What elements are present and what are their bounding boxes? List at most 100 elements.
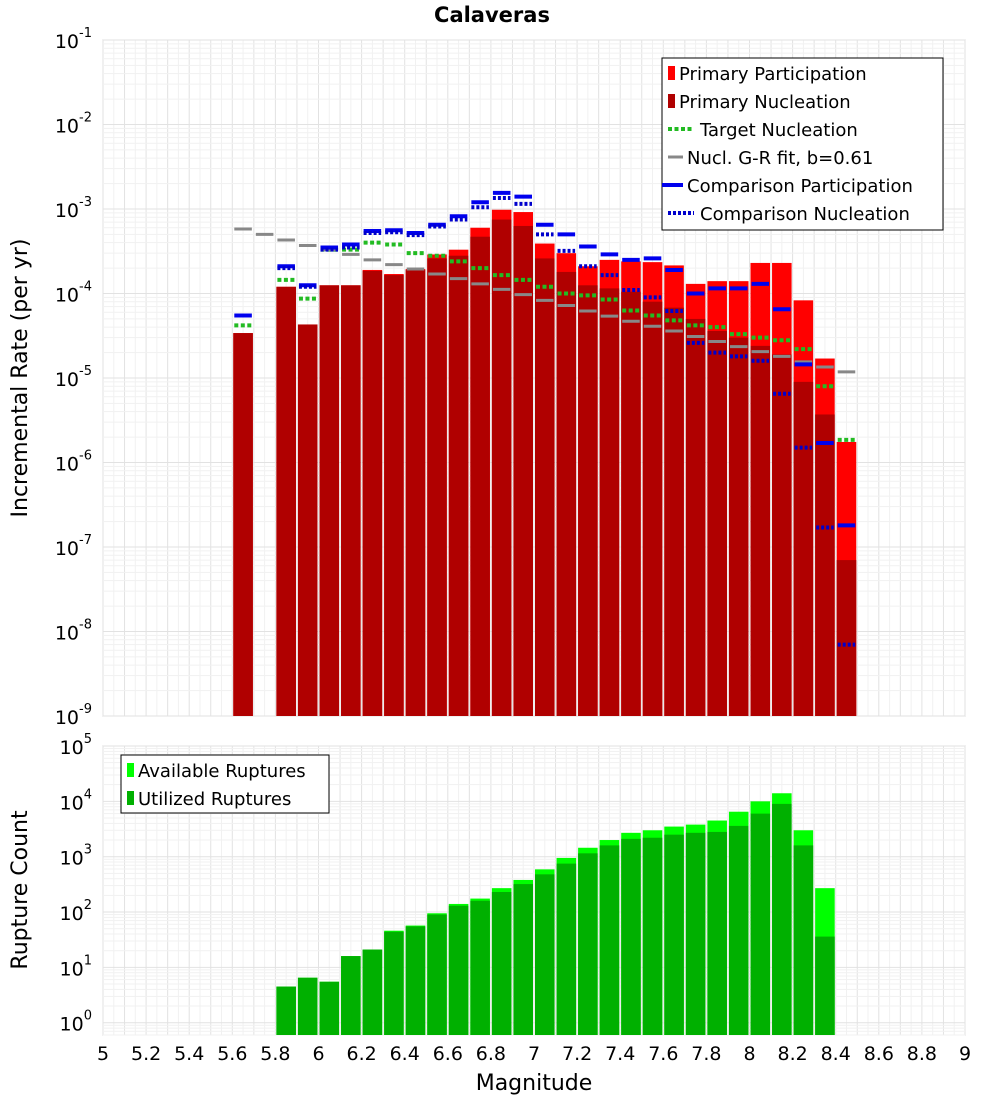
x-tick-label: 7.8 bbox=[691, 1043, 721, 1065]
primary-nucleation-bar bbox=[276, 286, 296, 716]
legend-label-available-ruptures: Available Ruptures bbox=[138, 761, 306, 782]
bottom-legend: Available Ruptures Utilized Ruptures bbox=[120, 754, 330, 814]
primary-nucleation-bar bbox=[448, 255, 469, 716]
utilized-ruptures-bar bbox=[297, 977, 318, 1035]
x-tick-label: 5.8 bbox=[260, 1043, 290, 1065]
bottom-legend-box bbox=[120, 754, 330, 814]
utilized-ruptures-bar bbox=[491, 892, 512, 1035]
legend-swatch-utilized-ruptures bbox=[127, 791, 134, 805]
y-tick-label: 103 bbox=[60, 843, 92, 870]
primary-nucleation-bar bbox=[578, 285, 598, 716]
utilized-ruptures-bar bbox=[772, 803, 792, 1035]
x-tick-label: 6.6 bbox=[433, 1043, 463, 1065]
x-tick-label: 8 bbox=[743, 1043, 755, 1065]
legend-label-target-nucleation: Target Nucleation bbox=[699, 120, 858, 141]
utilized-ruptures-bar bbox=[578, 853, 598, 1035]
legend-label-primary-participation: Primary Participation bbox=[679, 64, 867, 85]
top-panel: 10-9 10-8 10-7 10-6 10-5 10-4 10-3 10-2 10-1 Inc… bbox=[8, 26, 966, 729]
primary-nucleation-bar bbox=[750, 345, 771, 716]
bottom-y-tick-labels: 100 101 102 103 104 105 bbox=[60, 732, 92, 1036]
primary-nucleation-bar bbox=[405, 269, 426, 716]
x-tick-label: 5 bbox=[97, 1043, 109, 1065]
y-tick-label: 104 bbox=[60, 787, 92, 814]
bottom-bars bbox=[276, 793, 835, 1035]
utilized-ruptures-bar bbox=[599, 845, 620, 1035]
y-tick-label: 105 bbox=[60, 732, 92, 759]
y-tick-label: 102 bbox=[60, 898, 92, 925]
primary-nucleation-bar bbox=[491, 219, 512, 717]
primary-nucleation-bar bbox=[815, 414, 835, 716]
legend-swatch-primary-participation bbox=[668, 66, 675, 80]
primary-nucleation-bar bbox=[599, 288, 620, 716]
utilized-ruptures-bar bbox=[448, 905, 469, 1035]
utilized-ruptures-bar bbox=[642, 837, 663, 1035]
x-axis-label: Magnitude bbox=[476, 1071, 593, 1096]
x-tick-label: 5.6 bbox=[217, 1043, 247, 1065]
primary-nucleation-bar bbox=[728, 337, 749, 716]
primary-nucleation-bar bbox=[384, 275, 404, 716]
primary-nucleation-bar bbox=[427, 258, 447, 716]
x-tick-label: 8.6 bbox=[864, 1043, 894, 1065]
utilized-ruptures-bar bbox=[556, 863, 577, 1035]
top-y-tick-labels: 10-9 10-8 10-7 10-6 10-5 10-4 10-3 10-2 10-1 bbox=[55, 26, 92, 729]
utilized-ruptures-bar bbox=[750, 813, 771, 1035]
utilized-ruptures-bar bbox=[362, 949, 383, 1035]
legend-swatch-available-ruptures bbox=[127, 763, 134, 777]
legend-label-utilized-ruptures: Utilized Ruptures bbox=[138, 789, 291, 810]
x-tick-label: 7.6 bbox=[648, 1043, 678, 1065]
legend-label-gr-fit: Nucl. G-R fit, b=0.61 bbox=[687, 148, 873, 169]
primary-nucleation-bar bbox=[233, 333, 253, 716]
primary-nucleation-bar bbox=[685, 318, 706, 716]
bottom-y-axis-label: Rupture Count bbox=[8, 810, 33, 970]
primary-nucleation-bar bbox=[470, 236, 490, 716]
primary-nucleation-bar bbox=[664, 307, 684, 716]
utilized-ruptures-bar bbox=[535, 874, 555, 1035]
y-tick-label: 10-8 bbox=[55, 618, 92, 645]
utilized-ruptures-bar bbox=[341, 956, 361, 1035]
y-tick-label: 10-2 bbox=[55, 111, 92, 138]
x-tick-label: 7.4 bbox=[605, 1043, 635, 1065]
primary-nucleation-bar bbox=[319, 285, 340, 716]
primary-nucleation-bar bbox=[772, 354, 792, 716]
x-tick-label: 5.4 bbox=[174, 1043, 204, 1065]
primary-nucleation-bar bbox=[621, 291, 641, 716]
legend-label-comparison-participation: Comparison Participation bbox=[687, 176, 913, 197]
top-y-axis-label: Incremental Rate (per yr) bbox=[8, 239, 33, 518]
x-tick-label: 6.4 bbox=[390, 1043, 420, 1065]
primary-nucleation-bar bbox=[297, 324, 318, 716]
utilized-ruptures-bar bbox=[793, 845, 814, 1035]
primary-nucleation-bar bbox=[535, 258, 555, 716]
x-tick-label: 8.4 bbox=[821, 1043, 851, 1065]
y-tick-label: 100 bbox=[60, 1009, 92, 1036]
utilized-ruptures-bar bbox=[384, 931, 404, 1035]
utilized-ruptures-bar bbox=[427, 914, 447, 1035]
utilized-ruptures-bar bbox=[664, 834, 684, 1035]
x-tick-label: 6.2 bbox=[346, 1043, 376, 1065]
y-tick-label: 101 bbox=[60, 953, 92, 980]
top-legend-box bbox=[661, 57, 944, 231]
top-legend: Primary Participation Primary Nucleation… bbox=[661, 57, 944, 231]
utilized-ruptures-bar bbox=[405, 926, 426, 1035]
primary-nucleation-bar bbox=[836, 560, 857, 716]
x-tick-label: 6 bbox=[312, 1043, 324, 1065]
y-tick-label: 10-5 bbox=[55, 364, 92, 391]
primary-nucleation-bar bbox=[341, 285, 361, 716]
utilized-ruptures-bar bbox=[319, 981, 340, 1035]
utilized-ruptures-bar bbox=[470, 900, 490, 1035]
x-tick-labels: 5 5.2 5.4 5.6 5.8 6 6.2 6.4 6.6 6.8 7 7.2 7.4 7.6 7.8 8… bbox=[97, 1043, 971, 1065]
x-tick-label: 8.2 bbox=[777, 1043, 807, 1065]
utilized-ruptures-bar bbox=[621, 838, 641, 1035]
y-tick-label: 10-3 bbox=[55, 195, 92, 222]
y-tick-label: 10-7 bbox=[55, 533, 92, 560]
utilized-ruptures-bar bbox=[513, 884, 533, 1035]
bottom-panel: 100 101 102 103 104 105 5 5.2 5.4 5.6 5.8 6 6.2 6.4 6… bbox=[8, 732, 971, 1096]
y-tick-label: 10-4 bbox=[55, 280, 92, 307]
primary-nucleation-bar bbox=[642, 301, 663, 716]
primary-nucleation-bar bbox=[513, 225, 533, 716]
utilized-ruptures-bar bbox=[276, 986, 296, 1035]
top-bars bbox=[233, 209, 857, 717]
y-tick-label: 10-6 bbox=[55, 449, 92, 476]
y-tick-label: 10-1 bbox=[55, 26, 92, 53]
x-tick-label: 5.2 bbox=[131, 1043, 161, 1065]
